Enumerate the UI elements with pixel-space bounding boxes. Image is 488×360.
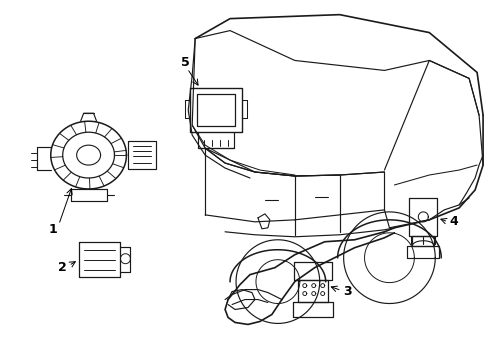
Text: 4: 4 — [449, 215, 458, 228]
Text: 1: 1 — [48, 223, 57, 236]
Text: 2: 2 — [58, 261, 67, 274]
Text: 3: 3 — [343, 285, 351, 298]
Text: 5: 5 — [181, 56, 189, 69]
